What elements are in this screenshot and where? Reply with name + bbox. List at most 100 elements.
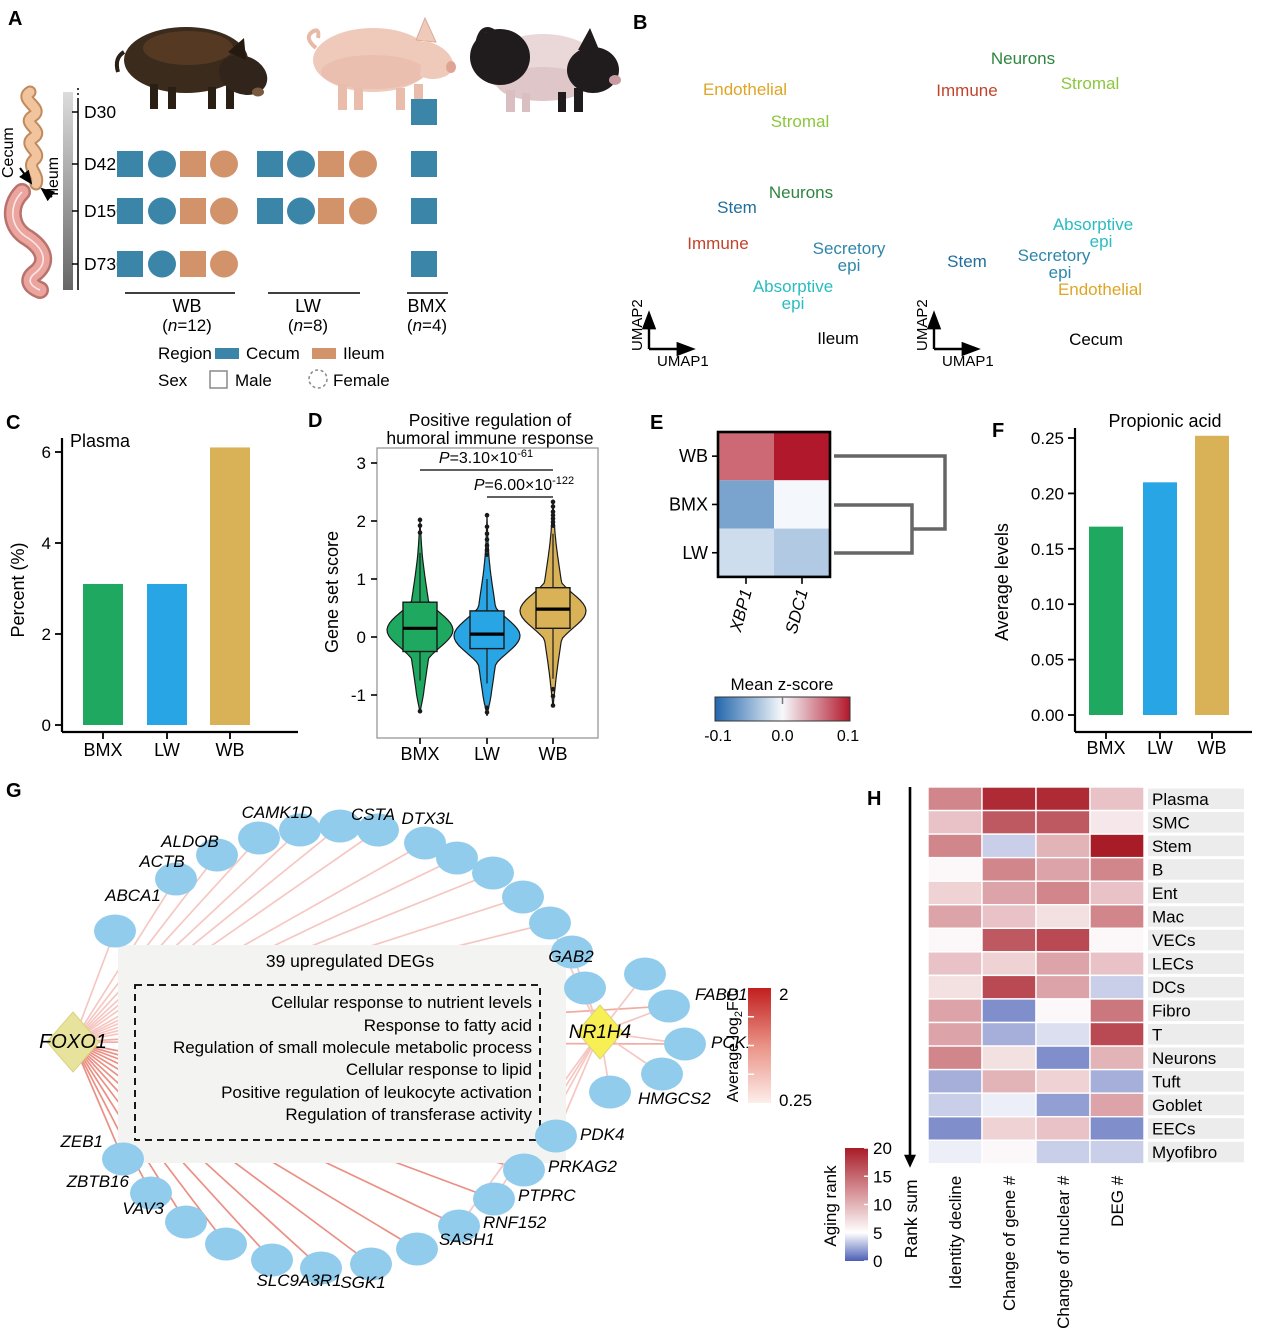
umap-overlay-svg: Endothelial Stromal Stem Neurons Immune Secre… xyxy=(629,49,1142,370)
svg-text:Change of nuclear #: Change of nuclear # xyxy=(1054,1175,1073,1329)
panel-c-label: C xyxy=(6,412,21,434)
svg-text:SLC9A3R1: SLC9A3R1 xyxy=(256,1271,341,1290)
svg-text:XBP1: XBP1 xyxy=(726,587,756,635)
svg-text:Aging rank: Aging rank xyxy=(821,1165,840,1247)
svg-text:Goblet: Goblet xyxy=(1152,1096,1202,1115)
gene-node-SLC9A3R1 xyxy=(300,1251,342,1285)
bar-WB xyxy=(1195,435,1229,715)
study-design-svg: Cecum Ileum D30 D42 D150 D730 WB(n=12) LW(n=8) B… xyxy=(0,16,621,390)
panel-b-label: B xyxy=(633,12,648,34)
svg-text:2: 2 xyxy=(42,625,51,644)
svg-text:LW: LW xyxy=(682,543,708,563)
svg-text:PCK1: PCK1 xyxy=(711,1033,755,1052)
hub-NR1H4 xyxy=(576,1004,624,1060)
svg-text:Sex: Sex xyxy=(158,371,188,390)
svg-text:Male: Male xyxy=(235,371,272,390)
panel-c-plasma-barchart: 0 2 4 6 BMX LW WB Plasma Percent (%) xyxy=(0,400,300,785)
svg-text:humoral immune response: humoral immune response xyxy=(386,428,593,448)
svg-text:Neurons: Neurons xyxy=(991,49,1055,68)
panel-g-label: G xyxy=(6,780,22,802)
svg-text:Response to fatty acid: Response to fatty acid xyxy=(364,1016,532,1035)
umap-canvas-cecum xyxy=(915,25,1265,360)
panel-e-gene-heatmap: WB BMX LW XBP1 SDC1 Mean z-score -0.1 0.0 0.1 xyxy=(630,400,960,795)
umap-canvas-ileum xyxy=(630,30,910,360)
svg-text:Stem: Stem xyxy=(717,198,757,217)
svg-text:D730: D730 xyxy=(84,254,126,274)
svg-text:0.00: 0.00 xyxy=(1031,706,1064,725)
svg-text:UMAP2: UMAP2 xyxy=(629,299,646,351)
svg-text:15: 15 xyxy=(873,1167,892,1186)
svg-text:Identity decline: Identity decline xyxy=(946,1176,965,1289)
svg-text:P=6.00×10-122: P=6.00×10-122 xyxy=(474,475,574,494)
svg-text:ALDOB: ALDOB xyxy=(160,832,219,851)
svg-text:Stromal: Stromal xyxy=(1061,74,1120,93)
go-terms-dashed-box xyxy=(134,984,541,1141)
gene-node xyxy=(529,906,571,940)
gene-node xyxy=(502,880,544,914)
gene-node xyxy=(624,957,666,991)
svg-text:Percent (%): Percent (%) xyxy=(8,542,28,637)
svg-text:BMX: BMX xyxy=(669,494,708,514)
gene-node-DTX3L xyxy=(404,826,446,860)
svg-text:Stromal: Stromal xyxy=(771,112,830,131)
gene-node xyxy=(357,813,399,847)
gene-node xyxy=(641,1057,683,1091)
bar-LW xyxy=(147,583,187,725)
svg-text:epi: epi xyxy=(1090,232,1113,251)
svg-text:HMGCS2: HMGCS2 xyxy=(638,1089,711,1108)
svg-text:Positive regulation of: Positive regulation of xyxy=(409,410,572,430)
svg-text:SDC1: SDC1 xyxy=(782,587,812,636)
svg-text:Cellular response to nutrient: Cellular response to nutrient levels xyxy=(271,993,532,1012)
gene-node-SGK1 xyxy=(350,1247,392,1281)
svg-text:T: T xyxy=(1152,1025,1162,1044)
large-white-pig-image xyxy=(306,16,456,110)
female-circle-icon xyxy=(308,369,328,389)
gene-node-PRKAG2 xyxy=(503,1153,545,1187)
gene-node xyxy=(436,841,478,875)
svg-text:ABCA1: ABCA1 xyxy=(104,886,161,905)
svg-text:Stem: Stem xyxy=(947,252,987,271)
svg-text:Immune: Immune xyxy=(687,234,748,253)
svg-text:(n=8): (n=8) xyxy=(288,316,328,335)
gene-node xyxy=(551,935,593,969)
gene-node xyxy=(472,856,514,890)
svg-text:Endothelial: Endothelial xyxy=(703,80,787,99)
svg-text:Plasma: Plasma xyxy=(70,431,131,451)
svg-text:SGK1: SGK1 xyxy=(340,1273,385,1292)
svg-text:-1: -1 xyxy=(351,686,366,705)
gene-node-FABP1 xyxy=(648,989,690,1023)
svg-text:20: 20 xyxy=(873,1139,892,1158)
svg-text:Fibro: Fibro xyxy=(1152,1002,1191,1021)
svg-text:WB: WB xyxy=(679,446,708,466)
svg-text:4: 4 xyxy=(42,534,51,553)
svg-text:DTX3L: DTX3L xyxy=(402,809,455,828)
svg-text:0: 0 xyxy=(42,716,51,735)
svg-text:39 upregulated DEGs: 39 upregulated DEGs xyxy=(266,951,435,971)
svg-text:LECs: LECs xyxy=(1152,955,1194,974)
svg-text:(n=12): (n=12) xyxy=(162,316,212,335)
svg-text:Average levels: Average levels xyxy=(992,523,1012,641)
svg-text:LW: LW xyxy=(295,296,321,316)
gene-node-ABCA1 xyxy=(94,914,136,948)
svg-text:Absorptive: Absorptive xyxy=(1053,215,1133,234)
svg-text:Endothelial: Endothelial xyxy=(1058,280,1142,299)
svg-text:0.25: 0.25 xyxy=(1031,429,1064,448)
svg-text:UMAP1: UMAP1 xyxy=(657,353,709,370)
svg-text:SASH1: SASH1 xyxy=(439,1230,495,1249)
svg-text:1: 1 xyxy=(357,570,366,589)
panel-e-label: E xyxy=(650,412,664,434)
gene-node xyxy=(205,1227,247,1261)
svg-text:Propionic acid: Propionic acid xyxy=(1108,411,1221,431)
svg-text:Tuft: Tuft xyxy=(1152,1072,1181,1091)
svg-text:D42: D42 xyxy=(84,154,116,174)
svg-text:3: 3 xyxy=(357,454,366,473)
svg-text:ZBTB16: ZBTB16 xyxy=(66,1172,130,1191)
svg-text:PDK4: PDK4 xyxy=(580,1125,624,1144)
svg-text:0.05: 0.05 xyxy=(1031,651,1064,670)
svg-text:LW: LW xyxy=(474,744,500,764)
svg-text:DEG #: DEG # xyxy=(1108,1175,1127,1227)
svg-text:PTPRC: PTPRC xyxy=(518,1186,576,1205)
svg-text:Plasma: Plasma xyxy=(1152,790,1209,809)
panel-a-study-design: Cecum Ileum D30 D42 D150 D730 WB (n=12) LW (n=8) B… xyxy=(0,0,630,405)
